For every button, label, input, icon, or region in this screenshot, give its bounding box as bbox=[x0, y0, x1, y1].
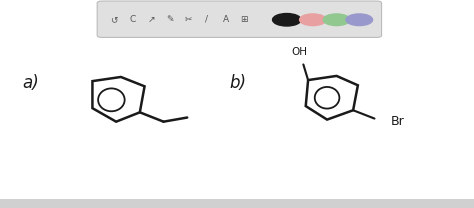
Text: OH: OH bbox=[292, 47, 308, 57]
Text: /: / bbox=[205, 15, 209, 24]
Text: a): a) bbox=[23, 74, 39, 92]
Text: b): b) bbox=[230, 74, 247, 92]
Circle shape bbox=[300, 14, 326, 26]
Text: A: A bbox=[222, 15, 228, 24]
Text: Br: Br bbox=[391, 115, 405, 128]
Text: C: C bbox=[129, 15, 136, 24]
Text: ✂: ✂ bbox=[184, 15, 192, 24]
Circle shape bbox=[323, 14, 350, 26]
Text: ↺: ↺ bbox=[110, 15, 118, 24]
Circle shape bbox=[273, 14, 301, 26]
Text: ⊞: ⊞ bbox=[240, 15, 248, 24]
Text: ✎: ✎ bbox=[166, 15, 173, 24]
Text: ↗: ↗ bbox=[147, 15, 155, 24]
FancyBboxPatch shape bbox=[97, 1, 382, 37]
Bar bbox=[0, 199, 474, 208]
Circle shape bbox=[346, 14, 373, 26]
